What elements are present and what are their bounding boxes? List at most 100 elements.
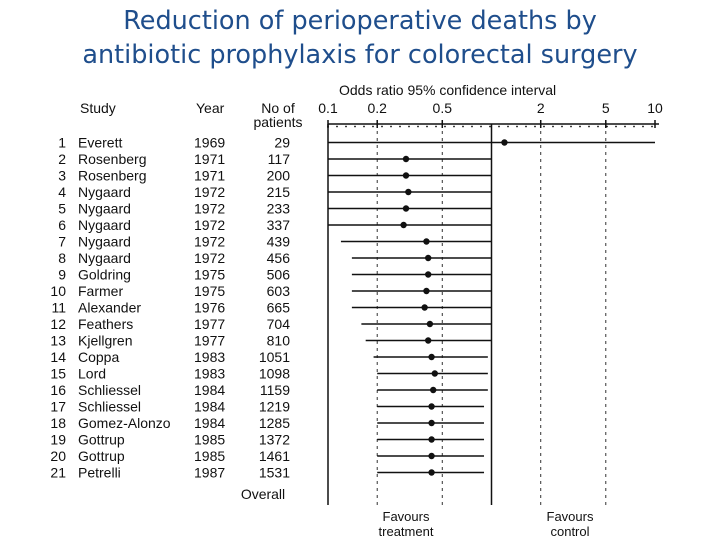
odds-ratio-point: [424, 271, 432, 278]
patient-count: 117: [268, 151, 291, 167]
patient-count: 439: [267, 234, 291, 250]
odds-ratio-point: [402, 205, 410, 212]
study-year: 1969: [194, 135, 225, 151]
x-tick-label-2: 0.5: [433, 100, 453, 116]
axis-dot: [552, 125, 554, 128]
axis-dot: [633, 125, 635, 128]
row-number: 1: [58, 135, 66, 151]
axis-dot: [327, 125, 329, 128]
axis-dot: [561, 125, 563, 128]
axis-dot: [417, 125, 419, 128]
study-year: 1975: [194, 283, 225, 299]
axis-dot: [426, 125, 428, 128]
study-year: 1972: [194, 217, 225, 233]
title-line-1: Reduction of perioperative deaths by: [123, 6, 597, 36]
axis-dot: [444, 125, 446, 128]
axis-dot: [435, 125, 437, 128]
axis-dot: [516, 125, 518, 128]
study-name: Nygaard: [78, 234, 131, 250]
study-name: Gottrup: [78, 432, 125, 448]
overall-label: Overall: [241, 486, 285, 502]
study-name: Gottrup: [78, 448, 125, 464]
row-number: 4: [58, 184, 66, 200]
patient-count: 1219: [259, 399, 290, 415]
row-number: 15: [50, 366, 66, 382]
patient-count: 1372: [259, 432, 290, 448]
odds-ratio-point: [423, 287, 430, 295]
axis-dot: [534, 125, 536, 128]
study-name: Nygaard: [78, 217, 131, 233]
row-number: 12: [50, 316, 66, 332]
patient-count: 810: [267, 333, 291, 349]
study-name: Nygaard: [78, 201, 131, 217]
odds-ratio-point: [428, 353, 435, 361]
axis-dot: [372, 125, 374, 128]
axis-dot: [408, 125, 410, 128]
row-number: 5: [58, 201, 66, 217]
axis-dot: [570, 125, 572, 128]
study-name: Goldring: [78, 267, 131, 283]
axis-dot: [642, 125, 644, 128]
study-name: Coppa: [78, 349, 119, 365]
axis-dot: [462, 125, 464, 128]
odds-ratio-point: [402, 172, 410, 179]
study-year: 1983: [194, 366, 225, 382]
study-name: Rosenberg: [78, 168, 147, 184]
study-year: 1987: [194, 465, 225, 481]
study-year: 1985: [194, 448, 225, 464]
study-name: Farmer: [78, 283, 123, 299]
odds-ratio-point: [428, 436, 435, 443]
row-number: 18: [50, 415, 66, 431]
study-year: 1971: [194, 168, 225, 184]
odds-ratio-point: [428, 403, 435, 410]
row-number: 3: [58, 168, 66, 184]
odds-ratio-point: [501, 139, 508, 146]
axis-dot: [597, 125, 599, 128]
row-number: 20: [50, 448, 66, 464]
row-number: 11: [51, 300, 66, 316]
axis-dot: [525, 125, 527, 128]
title-line-2: antibiotic prophylaxis for colorectal su…: [82, 40, 638, 70]
row-number: 17: [50, 399, 66, 415]
row-number: 19: [50, 432, 66, 448]
axis-dot: [615, 125, 617, 128]
axis-dot: [498, 125, 500, 128]
x-tick-label-1: 0.2: [367, 100, 387, 116]
row-number: 13: [50, 333, 66, 349]
patient-count: 603: [267, 283, 291, 299]
study-name: Kjellgren: [78, 333, 132, 349]
odds-ratio-point: [426, 320, 434, 328]
axis-dot: [651, 125, 653, 128]
patient-count: 456: [267, 250, 291, 266]
row-number: 14: [50, 349, 66, 365]
x-tick-label-0: 0.1: [318, 100, 338, 116]
odds-ratio-point: [424, 254, 432, 262]
col-header-study: Study: [80, 100, 116, 116]
study-year: 1977: [194, 316, 225, 332]
favours-control-line1: Favours: [547, 509, 594, 524]
study-year: 1984: [194, 382, 225, 398]
patient-count: 215: [267, 184, 291, 200]
favours-treatment-line2: treatment: [379, 524, 434, 539]
row-number: 9: [58, 267, 66, 283]
study-name: Petrelli: [78, 465, 121, 481]
study-name: Gomez-Alonzo: [78, 415, 171, 431]
col-header-patients: No of patients: [253, 100, 302, 130]
patient-count: 665: [267, 300, 291, 316]
patient-count: 1051: [259, 349, 290, 365]
row-number: 21: [50, 465, 66, 481]
odds-ratio-point: [431, 370, 439, 377]
study-year: 1972: [194, 234, 225, 250]
axis-dot: [336, 125, 338, 128]
patient-count: 1285: [259, 415, 290, 431]
axis-dot: [606, 125, 608, 128]
axis-dot: [624, 125, 626, 128]
study-year: 1976: [194, 300, 225, 316]
study-year: 1972: [194, 184, 225, 200]
odds-ratio-point: [402, 155, 410, 163]
patient-count: 337: [267, 217, 291, 233]
axis-dot: [543, 125, 545, 128]
row-number: 16: [50, 382, 66, 398]
odds-ratio-point: [400, 221, 407, 229]
